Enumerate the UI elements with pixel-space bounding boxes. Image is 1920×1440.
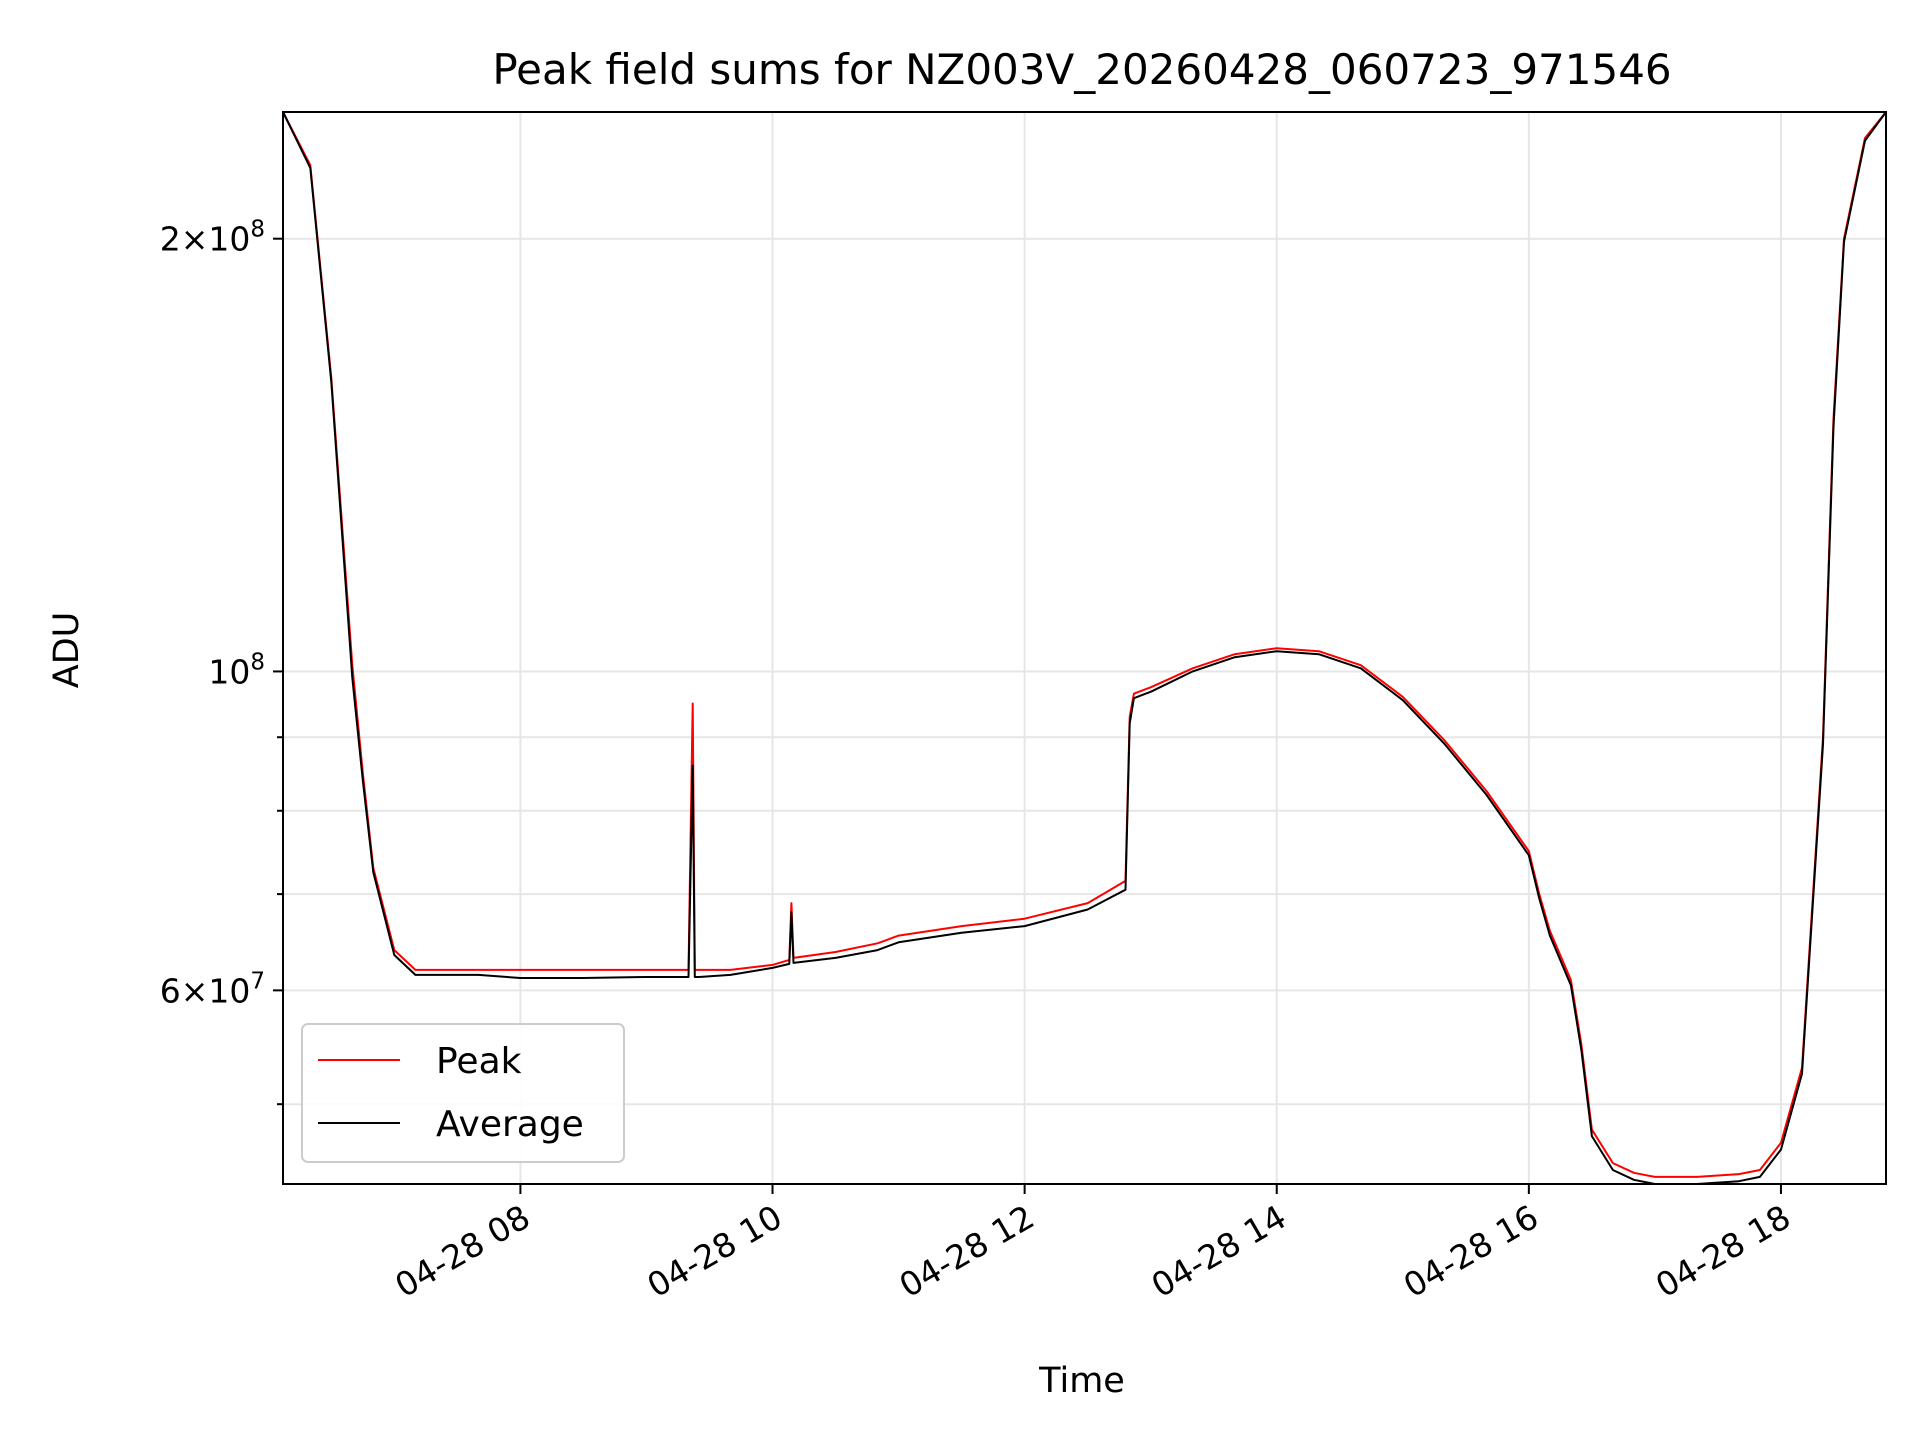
y-tick-exponent: 8 (250, 217, 265, 243)
y-axis-label: ADU (47, 612, 87, 689)
x-axis-label: Time (1038, 1361, 1125, 1401)
plot-frame (282, 111, 1887, 1185)
chart-title: Peak field sums for NZ003V_20260428_0607… (492, 45, 1671, 94)
y-tick-label: 2×108 (160, 217, 265, 259)
y-tick-mantissa: 6 (160, 971, 181, 1010)
y-tick-label: 6×107 (160, 968, 265, 1010)
y-tick-times: ×10 (181, 971, 251, 1010)
series-line-peak (282, 111, 1887, 1178)
legend-label-average: Average (436, 1104, 584, 1145)
legend-box (301, 1023, 625, 1163)
grid (283, 112, 1886, 1184)
y-tick-times: ×10 (181, 220, 251, 259)
y-tick-base: 10 (208, 652, 250, 691)
y-tick-mantissa: 2 (160, 220, 181, 259)
y-tick-exponent: 7 (250, 968, 265, 994)
y-tick-exponent: 8 (250, 649, 265, 675)
legend: Peak Average (301, 1023, 625, 1163)
y-tick-label: 108 (208, 649, 265, 691)
legend-label-peak: Peak (436, 1041, 522, 1082)
